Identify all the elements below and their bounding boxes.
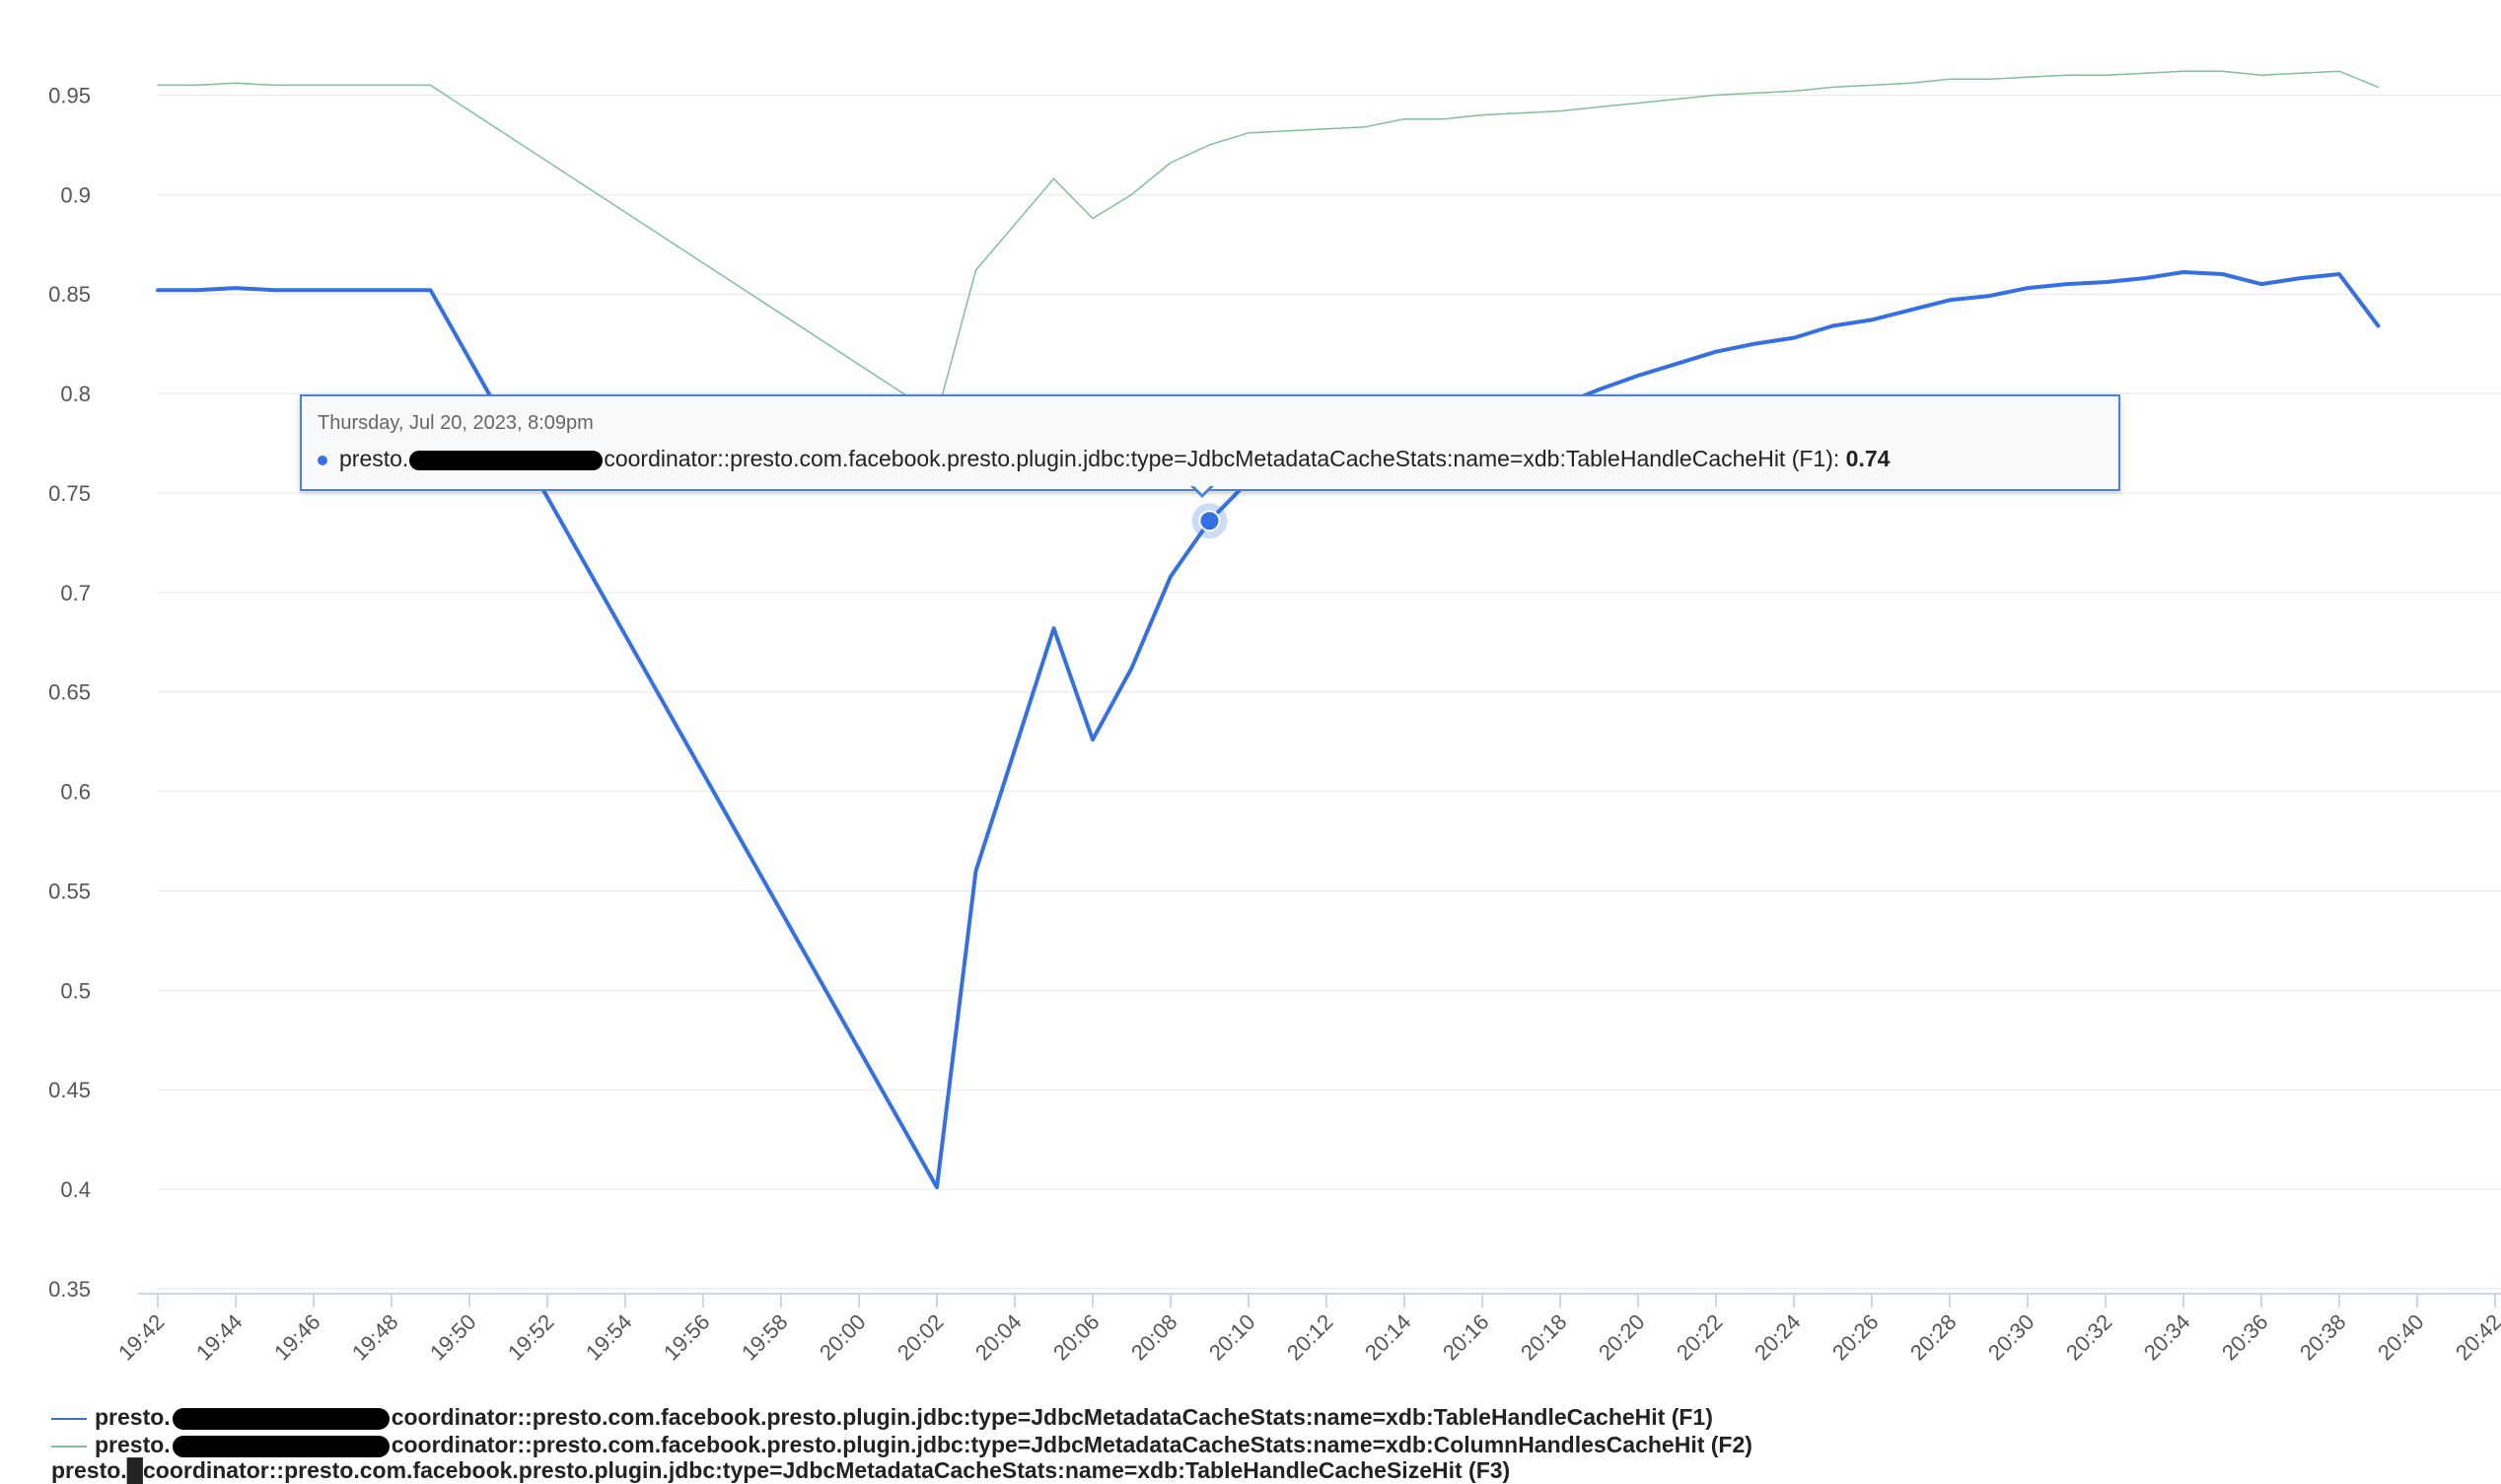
x-tick-label: 20:04 (970, 1309, 1027, 1366)
tooltip-value: 0.74 (1845, 446, 1891, 471)
x-tick-label: 19:54 (581, 1309, 637, 1366)
legend-swatch-f2 (51, 1445, 87, 1448)
tooltip-line: presto. coordinator::presto.com.facebook.… (318, 446, 1890, 472)
legend-prefix-f2: presto. (95, 1432, 171, 1457)
y-tick-label: 0.6 (60, 780, 91, 805)
x-tick-label: 20:18 (1516, 1309, 1572, 1366)
x-tick-label: 20:22 (1672, 1309, 1728, 1366)
y-tick-label: 0.55 (48, 879, 91, 903)
x-tick-label: 20:30 (1983, 1309, 2039, 1366)
x-tick-label: 19:46 (269, 1309, 325, 1366)
x-tick-label: 20:38 (2295, 1309, 2351, 1366)
x-tick-label: 20:28 (1905, 1309, 1962, 1366)
x-tick-label: 20:08 (1126, 1309, 1182, 1366)
legend-item-f1[interactable]: presto. coordinator::presto.com.facebook.… (51, 1404, 1713, 1431)
legend-prefix-f1: presto. (95, 1404, 171, 1430)
x-tick-label: 19:50 (425, 1309, 481, 1366)
x-axis: 19:42 19:44 19:46 19:48 19:50 19:52 19:54 19:56… (113, 1293, 2501, 1366)
y-tick-label: 0.45 (48, 1078, 91, 1102)
x-tick-label: 20:16 (1438, 1309, 1494, 1366)
y-tick-label: 0.5 (60, 978, 91, 1003)
x-tick-label: 19:48 (347, 1309, 403, 1366)
x-tick-label: 20:12 (1282, 1309, 1338, 1366)
series-layer (156, 70, 2381, 1190)
y-tick-label: 0.7 (60, 581, 91, 605)
y-tick-label: 0.4 (60, 1177, 91, 1202)
tooltip-series-name: coordinator::presto.com.facebook.presto.… (604, 446, 1840, 471)
y-tick-label: 0.35 (48, 1277, 91, 1302)
grid-lines (158, 94, 2501, 1290)
x-tick-label: 20:20 (1594, 1309, 1650, 1366)
x-tick-label: 20:40 (2373, 1309, 2429, 1366)
x-tick-label: 19:52 (503, 1309, 559, 1366)
y-axis-ticks: 0.35 0.4 0.45 0.5 0.55 0.6 0.65 0.7 0.75 0.8 0.85 0… (48, 83, 91, 1302)
y-tick-label: 0.75 (48, 481, 91, 506)
y-tick-label: 0.85 (48, 282, 91, 307)
x-tick-label: 20:02 (893, 1309, 949, 1366)
x-tick-label: 19:56 (659, 1309, 715, 1366)
x-tick-label: 19:42 (113, 1309, 170, 1366)
x-tick-label: 19:58 (737, 1309, 793, 1366)
redaction-mark (172, 1435, 390, 1457)
redaction-mark (172, 1407, 390, 1430)
x-tick-label: 20:14 (1360, 1309, 1416, 1366)
series-dot-icon (318, 455, 327, 465)
hover-marker (1191, 503, 1228, 539)
legend-item-f2[interactable]: presto. coordinator::presto.com.facebook.… (51, 1432, 1752, 1458)
legend-item-f3[interactable]: presto.█coordinator::presto.com.facebook… (51, 1457, 1510, 1484)
y-tick-label: 0.65 (48, 680, 91, 705)
x-tick-label: 20:00 (815, 1309, 871, 1366)
x-tick-label: 20:06 (1048, 1309, 1105, 1366)
x-tick-label: 20:32 (2061, 1309, 2117, 1366)
x-tick-label: 20:36 (2217, 1309, 2273, 1366)
legend-label-f3: presto.█coordinator::presto.com.facebook… (51, 1457, 1511, 1483)
redaction-mark (409, 450, 604, 470)
x-tick-label: 20:24 (1750, 1309, 1806, 1366)
tooltip-pointer-inner (1193, 485, 1211, 494)
y-tick-label: 0.95 (48, 83, 91, 107)
x-tick-label: 20:10 (1204, 1309, 1260, 1366)
tooltip: Thursday, Jul 20, 2023, 8:09pm presto. co… (300, 394, 2120, 491)
x-tick-label: 20:42 (2451, 1309, 2501, 1366)
legend-label-f2: coordinator::presto.com.facebook.presto.… (391, 1432, 1752, 1457)
legend-label-f1: coordinator::presto.com.facebook.presto.… (391, 1404, 1713, 1430)
x-tick-label: 20:34 (2139, 1309, 2195, 1366)
legend-swatch-f1 (51, 1417, 87, 1420)
y-tick-label: 0.9 (60, 182, 91, 207)
x-tick-label: 19:44 (191, 1309, 248, 1366)
series-line-f2 (157, 70, 2380, 417)
y-tick-label: 0.8 (60, 382, 91, 406)
tooltip-prefix: presto. (339, 446, 409, 471)
hover-point (1198, 510, 1221, 532)
x-tick-label: 20:26 (1827, 1309, 1884, 1366)
tooltip-date: Thursday, Jul 20, 2023, 8:09pm (318, 412, 594, 434)
